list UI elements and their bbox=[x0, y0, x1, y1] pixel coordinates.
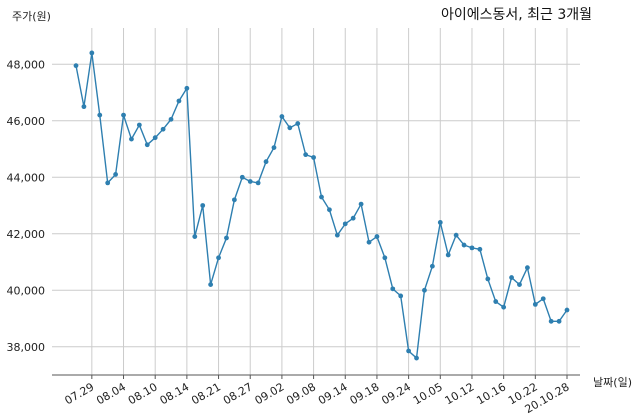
data-point bbox=[89, 50, 95, 56]
data-point bbox=[176, 98, 182, 104]
data-point bbox=[303, 152, 309, 158]
chart-title: 아이에스동서, 최근 3개월 bbox=[441, 7, 592, 23]
x-tick-label: 09.14 bbox=[316, 380, 350, 407]
x-tick-label: 10.05 bbox=[411, 380, 445, 407]
x-tick-label: 09.08 bbox=[284, 380, 318, 407]
x-tick-label: 08.27 bbox=[221, 380, 255, 407]
data-point bbox=[97, 112, 103, 118]
data-point bbox=[81, 104, 87, 110]
data-point bbox=[509, 275, 514, 280]
grid-lines bbox=[52, 28, 580, 379]
data-point bbox=[493, 299, 499, 304]
data-point bbox=[485, 276, 491, 282]
data-point bbox=[255, 180, 261, 186]
data-point bbox=[200, 203, 206, 208]
data-point bbox=[382, 255, 388, 261]
x-tick-label: 10.12 bbox=[443, 380, 477, 407]
data-point bbox=[129, 136, 134, 142]
y-tick-label: 38,000 bbox=[7, 341, 46, 354]
data-point bbox=[168, 116, 174, 122]
data-point bbox=[121, 112, 126, 118]
data-point bbox=[287, 125, 293, 131]
data-point bbox=[390, 286, 396, 292]
data-point bbox=[517, 282, 522, 287]
x-tick-label: 10.16 bbox=[474, 380, 508, 407]
data-point bbox=[334, 232, 340, 238]
data-point bbox=[429, 263, 435, 269]
data-point bbox=[437, 220, 443, 225]
x-tick-labels: 07.2908.0408.1008.1408.2108.2709.0209.08… bbox=[63, 380, 572, 415]
price-series-points bbox=[73, 50, 570, 361]
data-point bbox=[350, 215, 356, 221]
y-tick-label: 42,000 bbox=[7, 228, 46, 241]
data-point bbox=[73, 63, 79, 69]
data-point bbox=[461, 242, 467, 248]
data-point bbox=[358, 201, 364, 207]
data-point bbox=[208, 282, 214, 287]
data-point bbox=[525, 265, 530, 271]
data-point bbox=[556, 318, 562, 324]
y-axis-label: 주가(원) bbox=[12, 10, 51, 23]
x-tick-label: 09.18 bbox=[348, 380, 382, 407]
y-tick-label: 46,000 bbox=[7, 115, 46, 128]
x-tick-label: 08.04 bbox=[94, 380, 128, 407]
data-point bbox=[540, 296, 546, 302]
y-tick-label: 40,000 bbox=[7, 284, 46, 297]
data-point bbox=[184, 85, 190, 91]
data-point bbox=[136, 122, 142, 128]
data-point bbox=[247, 179, 253, 184]
data-point bbox=[113, 172, 118, 177]
data-point bbox=[224, 235, 229, 241]
x-tick-label: 08.21 bbox=[189, 380, 223, 407]
data-point bbox=[414, 355, 419, 361]
data-point bbox=[477, 246, 483, 252]
data-point bbox=[271, 145, 277, 150]
data-point bbox=[192, 234, 198, 239]
data-point bbox=[239, 174, 245, 180]
data-point bbox=[406, 348, 412, 354]
data-point bbox=[342, 221, 348, 227]
data-point bbox=[311, 155, 316, 160]
data-point bbox=[453, 232, 459, 238]
x-tick-label: 09.24 bbox=[379, 380, 413, 407]
data-point bbox=[422, 287, 427, 293]
data-point bbox=[263, 159, 269, 165]
price-series-line bbox=[75, 52, 568, 360]
y-tick-label: 44,000 bbox=[7, 171, 46, 184]
data-point bbox=[398, 293, 404, 299]
x-axis-label: 날짜(일) bbox=[593, 375, 632, 389]
data-point bbox=[532, 301, 538, 307]
x-tick-label: 08.14 bbox=[158, 380, 192, 407]
data-point bbox=[501, 304, 507, 310]
x-tick-label: 07.29 bbox=[63, 380, 97, 407]
data-point bbox=[231, 197, 237, 203]
data-point bbox=[160, 126, 166, 132]
data-point bbox=[469, 245, 475, 251]
data-point bbox=[374, 234, 380, 239]
data-point bbox=[216, 255, 221, 261]
data-point bbox=[327, 207, 332, 213]
x-tick-label: 09.02 bbox=[253, 380, 287, 407]
data-point bbox=[564, 307, 570, 313]
data-point bbox=[319, 194, 324, 200]
y-tick-label: 48,000 bbox=[7, 58, 46, 71]
y-tick-labels: 38,000 40,000 42,000 44,000 46,000 48,000 bbox=[7, 58, 46, 354]
data-point bbox=[295, 121, 301, 126]
data-point bbox=[548, 318, 554, 324]
data-point bbox=[152, 135, 158, 141]
data-point bbox=[105, 180, 111, 186]
x-tick-label: 08.10 bbox=[126, 380, 160, 407]
data-point bbox=[144, 142, 150, 148]
data-point bbox=[366, 239, 372, 245]
data-point bbox=[445, 252, 451, 258]
data-point bbox=[279, 114, 285, 119]
